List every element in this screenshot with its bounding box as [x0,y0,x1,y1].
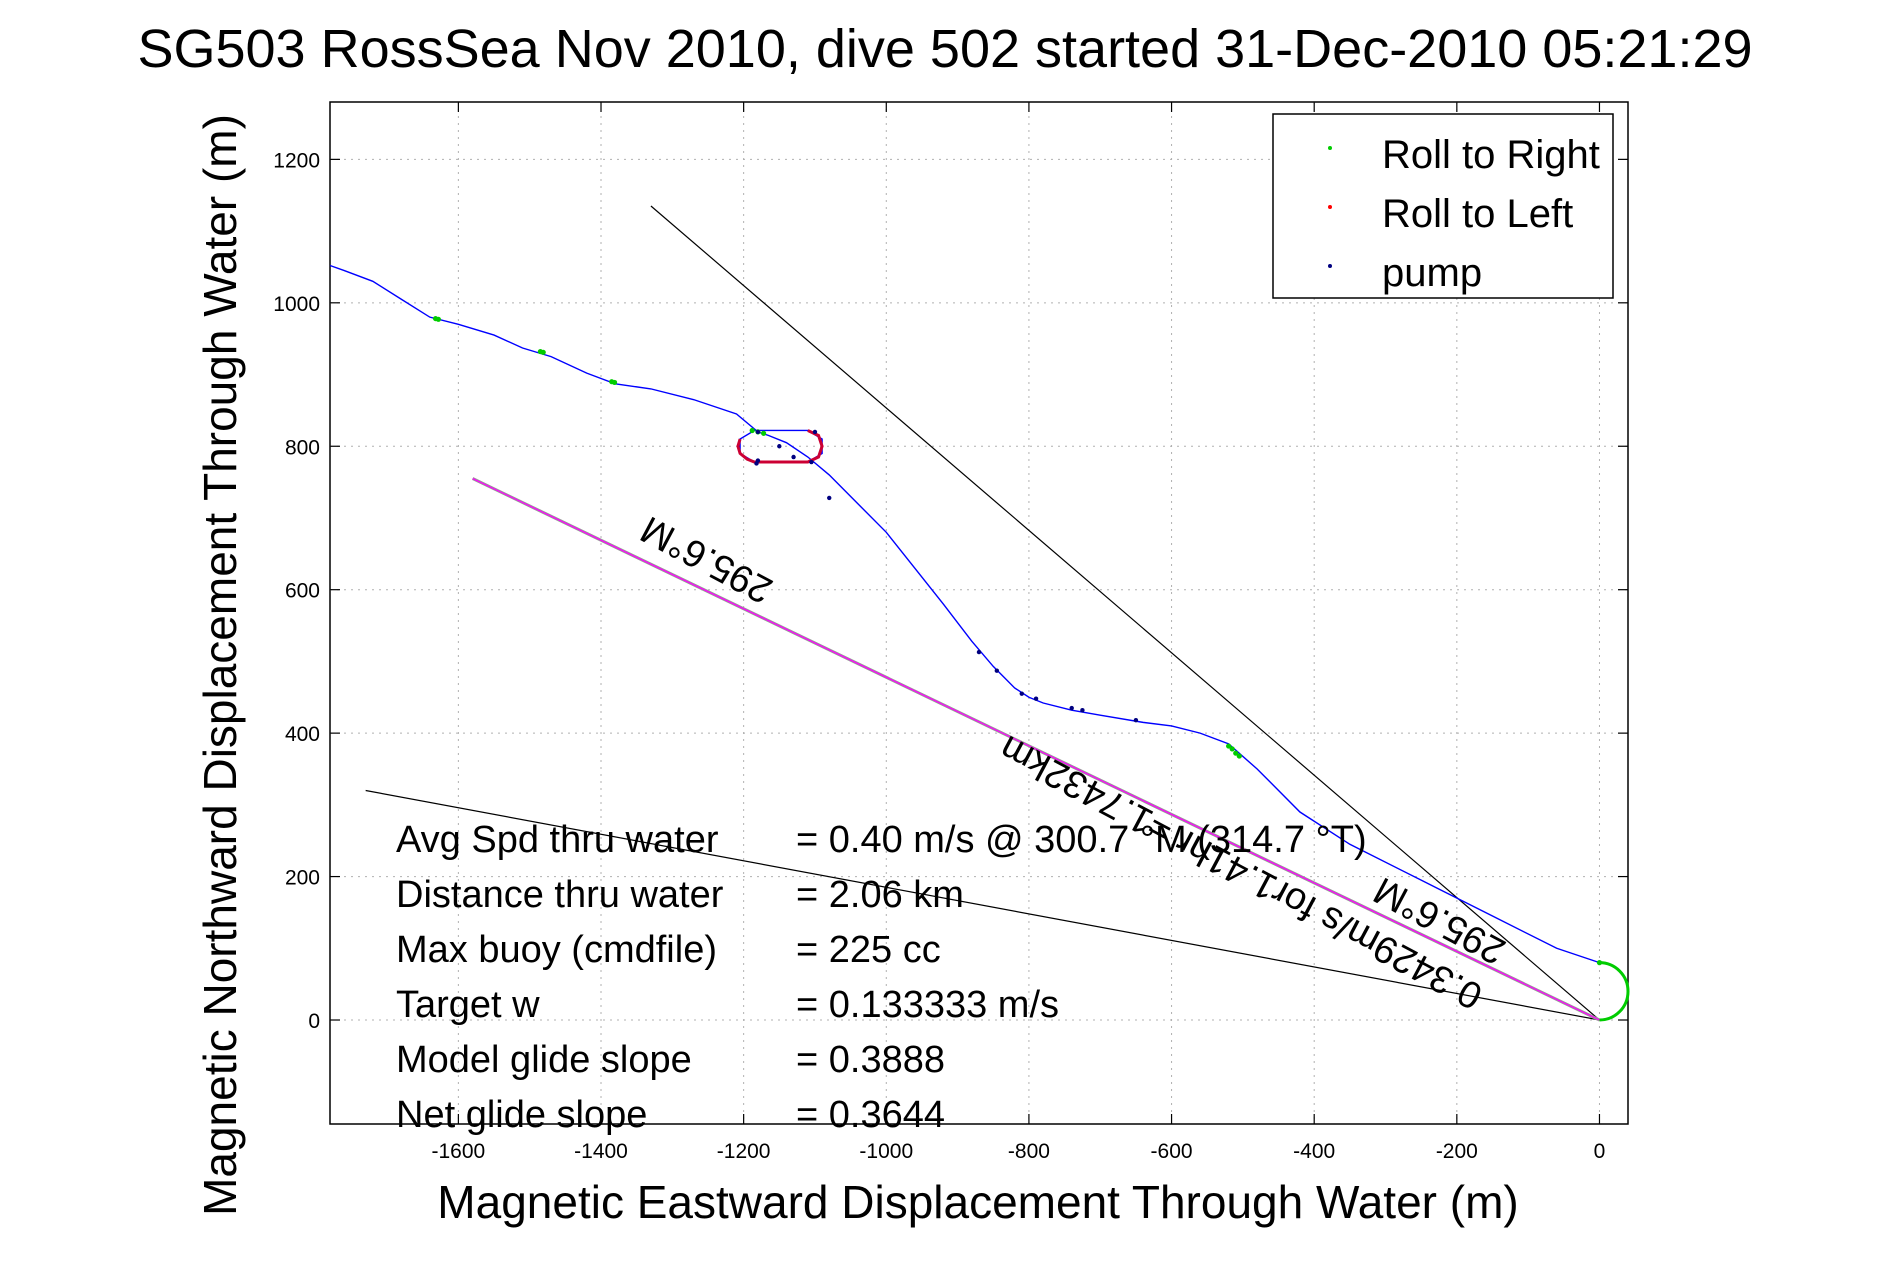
legend-label-roll-left: Roll to Left [1382,192,1573,236]
y-tick-label: 1000 [273,293,320,316]
pump-point [1033,696,1039,701]
heading-line-magenta [472,477,1600,1021]
y-tick-label: 800 [285,436,320,459]
y-tick-label: 200 [285,867,320,890]
y-tick-label: 0 [308,1010,320,1033]
y-tick-label: 400 [285,723,320,746]
stat-value: = 0.133333 m/s [796,984,1059,1026]
stat-label: Net glide slope [396,1094,647,1136]
y-tick-label: 1200 [273,149,320,172]
stat-label: Target w [396,984,540,1026]
x-axis-label: Magnetic Eastward Displacement Through W… [437,1176,1518,1228]
roll-left-marks [736,429,824,464]
x-tick-label: -800 [1008,1140,1050,1163]
x-tick-label: -1200 [717,1140,771,1163]
roll-right-point [435,316,442,322]
pump-point [976,649,982,655]
pump-point [1019,691,1024,696]
roll-right-point [1236,753,1242,759]
chart-title: SG503 RossSea Nov 2010, dive 502 started… [137,19,1752,79]
pump-point [812,429,818,435]
stat-value: = 0.3644 [796,1094,945,1136]
x-tick-label: -1600 [432,1140,486,1163]
legend-marker-roll-left [1328,205,1332,209]
x-tick-label: -600 [1151,1140,1193,1163]
pump-point [994,668,1000,673]
x-tick-label: -1000 [859,1140,913,1163]
data-series [329,205,1630,1022]
y-axis-label: Magnetic Northward Displacement Through … [194,114,246,1216]
y-tick-labels: 0 200 400 600 800 1000 1200 [273,149,320,1033]
pump-point [791,454,796,460]
stat-value: = 225 cc [796,929,941,971]
x-tick-labels: -1600 -1400 -1200 -1000 -800 -600 -400 -200 0 [432,1140,1606,1163]
roll-right-point [1226,743,1232,749]
x-tick-label: -200 [1436,1140,1478,1163]
roll-right-point [1233,750,1239,756]
stat-value: = 0.3888 [796,1039,945,1081]
stat-label: Avg Spd thru water [396,819,719,861]
pump-point [755,429,761,435]
pump-point [1069,705,1074,711]
reference-line-2 [365,789,1600,1021]
pump-point [1080,707,1085,713]
pump-point [1133,718,1139,723]
legend-label-pump: pump [1382,251,1482,295]
x-tick-label: -400 [1293,1140,1335,1163]
roll-right-point [1229,746,1235,752]
x-tick-label: 0 [1594,1140,1606,1163]
legend: Roll to Right Roll to Left pump [1272,113,1614,299]
reference-line-1 [650,205,1600,1021]
stat-label: Distance thru water [396,874,724,916]
roll-right-point [749,427,755,434]
pump-point [777,444,782,449]
roll-right-point [761,430,767,436]
legend-label-roll-right: Roll to Right [1382,133,1600,177]
legend-marker-roll-right [1328,146,1332,150]
x-tick-label: -1400 [574,1140,628,1163]
pump-point [827,495,832,501]
stat-label: Max buoy (cmdfile) [396,929,717,971]
stat-value: = 2.06 km [796,874,964,916]
end-roll-arc [1599,961,1630,1022]
stat-label: Model glide slope [396,1039,692,1081]
y-tick-label: 600 [285,580,320,603]
stat-value: = 0.40 m/s @ 300.7 °M (314.7 °T) [796,819,1367,861]
grid-lines [330,102,1628,1124]
legend-marker-pump [1328,264,1332,268]
pump-point [755,458,761,463]
roll-right-point [611,379,618,386]
roll-right-point [540,349,546,355]
pump-point [809,459,814,465]
